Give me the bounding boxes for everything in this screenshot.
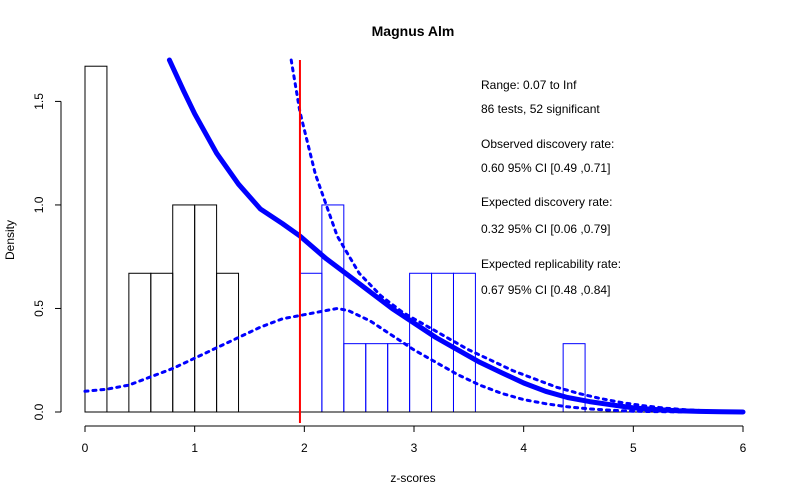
annotation-line: 86 tests, 52 significant: [481, 102, 600, 116]
density-curve-solid: [169, 60, 743, 412]
chart-title: Magnus Alm: [372, 23, 455, 39]
x-tick-label: 4: [520, 441, 527, 455]
annotation-line: 0.67 95% CI [0.48 ,0.84]: [481, 283, 610, 297]
histogram-bar-significant: [388, 344, 410, 412]
x-tick-label: 3: [411, 441, 418, 455]
x-tick-label: 1: [191, 441, 198, 455]
y-tick-label: 0.0: [32, 403, 46, 420]
annotation-line: Observed discovery rate:: [481, 137, 614, 151]
annotations: Range: 0.07 to Inf 86 tests, 52 significa…: [481, 78, 621, 297]
histogram-bar: [151, 273, 173, 412]
x-tick-label: 5: [630, 441, 637, 455]
histogram: [85, 66, 743, 412]
histogram-bar-significant: [366, 344, 388, 412]
y-tick-label: 1.0: [32, 196, 46, 213]
histogram-bar: [173, 205, 195, 412]
x-tick-label: 2: [301, 441, 308, 455]
x-tick-label: 0: [82, 441, 89, 455]
axes: 0 1 2 3 4 5 6 0.0 0.5 1.0 1.5: [32, 93, 747, 455]
annotation-line: Expected discovery rate:: [481, 195, 612, 209]
histogram-bar-significant: [410, 273, 432, 412]
y-tick-label: 1.5: [32, 93, 46, 110]
y-axis-label: Density: [3, 220, 17, 260]
annotation-line: Expected replicability rate:: [481, 257, 621, 271]
histogram-bar: [195, 205, 217, 412]
histogram-bar: [85, 66, 107, 412]
histogram-bar-significant: [344, 344, 366, 412]
histogram-bar: [129, 273, 151, 412]
annotation-line: Range: 0.07 to Inf: [481, 78, 577, 92]
x-tick-label: 6: [740, 441, 747, 455]
annotation-line: 0.60 95% CI [0.49 ,0.71]: [481, 161, 610, 175]
annotation-line: 0.32 95% CI [0.06 ,0.79]: [481, 222, 610, 236]
y-tick-label: 0.5: [32, 300, 46, 317]
x-axis-label: z-scores: [390, 471, 435, 485]
histogram-bar-significant: [300, 273, 322, 412]
density-curves: [85, 60, 743, 423]
